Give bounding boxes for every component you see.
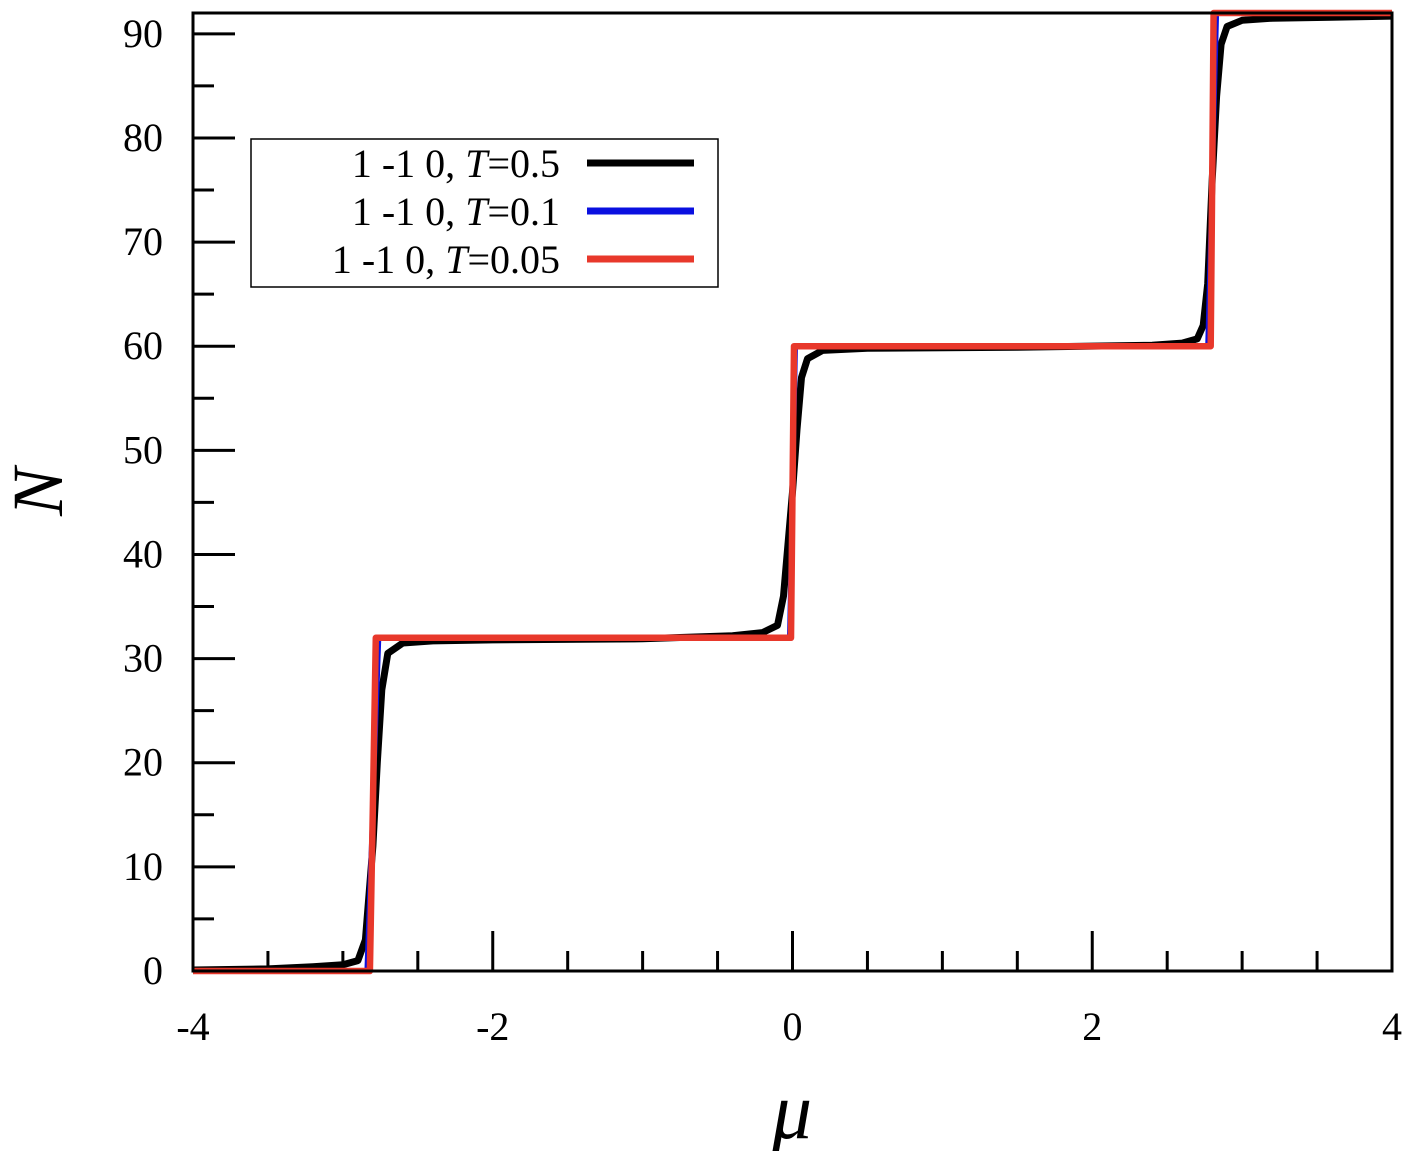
x-tick-label: 2 <box>1082 1004 1102 1049</box>
x-tick-label: -2 <box>476 1004 509 1049</box>
y-tick-label: 70 <box>123 219 163 264</box>
x-tick-label: 0 <box>783 1004 803 1049</box>
series-line <box>193 9 1392 975</box>
y-axis-label: N <box>0 464 78 517</box>
plot-lines <box>192 9 1393 975</box>
y-tick-label: 20 <box>123 740 163 785</box>
x-tick-label: -4 <box>176 1004 209 1049</box>
x-axis-label: μ <box>771 1068 812 1151</box>
y-tick-label: 40 <box>123 531 163 576</box>
y-tick-label: 60 <box>123 323 163 368</box>
y-tick-label: 50 <box>123 427 163 472</box>
legend-label: 1 -1 0, T=0.05 <box>332 237 560 282</box>
y-tick-label: 30 <box>123 636 163 681</box>
y-tick-label: 10 <box>123 844 163 889</box>
plot-frame <box>191 11 1394 973</box>
y-tick-label: 80 <box>123 115 163 160</box>
y-tick-label: 90 <box>123 11 163 56</box>
y-tick-label: 0 <box>143 948 163 993</box>
legend-label: 1 -1 0, T=0.5 <box>352 141 560 186</box>
legend-label: 1 -1 0, T=0.1 <box>352 189 560 234</box>
x-tick-label: 4 <box>1382 1004 1402 1049</box>
legend: 1 -1 0, T=0.51 -1 0, T=0.11 -1 0, T=0.05 <box>250 138 719 288</box>
